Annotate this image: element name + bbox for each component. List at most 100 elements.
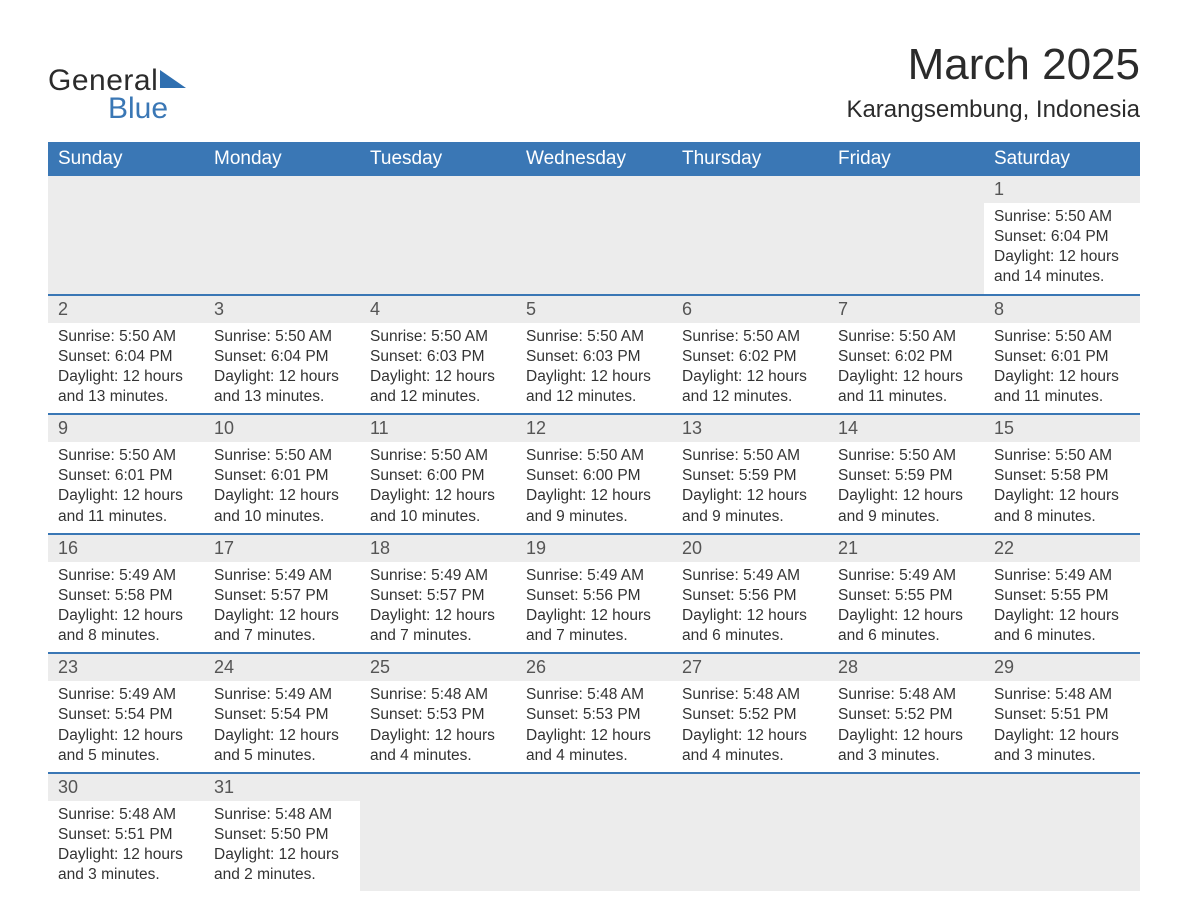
daynum-row: 23242526272829 <box>48 653 1140 681</box>
detail-row: Sunrise: 5:49 AMSunset: 5:58 PMDaylight:… <box>48 562 1140 654</box>
day-number-cell: 14 <box>828 414 984 442</box>
day-number-cell: 17 <box>204 534 360 562</box>
day-number-cell <box>204 176 360 203</box>
calendar-body: 1 Sunrise: 5:50 AMSunset: 6:04 PMDayligh… <box>48 176 1140 891</box>
header-area: General Blue March 2025 Karangsembung, I… <box>48 40 1140 126</box>
day-detail-cell: Sunrise: 5:48 AMSunset: 5:52 PMDaylight:… <box>672 681 828 773</box>
day-number-cell: 15 <box>984 414 1140 442</box>
day-detail-cell: Sunrise: 5:49 AMSunset: 5:55 PMDaylight:… <box>984 562 1140 654</box>
day-detail-cell <box>828 203 984 295</box>
col-saturday: Saturday <box>984 142 1140 176</box>
day-detail-cell: Sunrise: 5:50 AMSunset: 6:03 PMDaylight:… <box>516 323 672 415</box>
day-number-cell <box>48 176 204 203</box>
logo-text-blue: Blue <box>108 92 168 126</box>
location-label: Karangsembung, Indonesia <box>846 96 1140 124</box>
day-number-cell <box>984 773 1140 801</box>
day-number-cell: 1 <box>984 176 1140 203</box>
col-friday: Friday <box>828 142 984 176</box>
day-detail-cell: Sunrise: 5:48 AMSunset: 5:51 PMDaylight:… <box>984 681 1140 773</box>
month-title: March 2025 <box>846 40 1140 90</box>
col-thursday: Thursday <box>672 142 828 176</box>
day-detail-cell: Sunrise: 5:49 AMSunset: 5:55 PMDaylight:… <box>828 562 984 654</box>
daynum-row: 1 <box>48 176 1140 203</box>
day-number-cell: 7 <box>828 295 984 323</box>
day-number-cell <box>672 773 828 801</box>
day-detail-cell <box>48 203 204 295</box>
detail-row: Sunrise: 5:48 AMSunset: 5:51 PMDaylight:… <box>48 801 1140 892</box>
day-number-cell: 21 <box>828 534 984 562</box>
day-detail-cell: Sunrise: 5:50 AMSunset: 5:59 PMDaylight:… <box>672 442 828 534</box>
title-block: March 2025 Karangsembung, Indonesia <box>846 40 1140 124</box>
day-number-cell <box>516 176 672 203</box>
day-detail-cell: Sunrise: 5:50 AMSunset: 6:04 PMDaylight:… <box>48 323 204 415</box>
day-detail-cell: Sunrise: 5:49 AMSunset: 5:56 PMDaylight:… <box>516 562 672 654</box>
day-number-cell: 28 <box>828 653 984 681</box>
day-detail-cell <box>672 203 828 295</box>
day-number-cell: 2 <box>48 295 204 323</box>
day-detail-cell: Sunrise: 5:50 AMSunset: 6:04 PMDaylight:… <box>984 203 1140 295</box>
detail-row: Sunrise: 5:50 AMSunset: 6:04 PMDaylight:… <box>48 323 1140 415</box>
col-sunday: Sunday <box>48 142 204 176</box>
day-number-cell: 16 <box>48 534 204 562</box>
day-number-cell: 30 <box>48 773 204 801</box>
day-detail-cell: Sunrise: 5:49 AMSunset: 5:58 PMDaylight:… <box>48 562 204 654</box>
day-detail-cell: Sunrise: 5:50 AMSunset: 6:03 PMDaylight:… <box>360 323 516 415</box>
day-detail-cell <box>360 801 516 892</box>
day-number-cell: 20 <box>672 534 828 562</box>
day-detail-cell: Sunrise: 5:48 AMSunset: 5:53 PMDaylight:… <box>360 681 516 773</box>
day-number-cell: 9 <box>48 414 204 442</box>
col-tuesday: Tuesday <box>360 142 516 176</box>
day-number-cell <box>828 773 984 801</box>
day-number-cell: 31 <box>204 773 360 801</box>
day-number-cell: 25 <box>360 653 516 681</box>
calendar-header-row: Sunday Monday Tuesday Wednesday Thursday… <box>48 142 1140 176</box>
day-number-cell: 10 <box>204 414 360 442</box>
day-detail-cell: Sunrise: 5:50 AMSunset: 6:00 PMDaylight:… <box>516 442 672 534</box>
day-number-cell: 3 <box>204 295 360 323</box>
day-number-cell: 12 <box>516 414 672 442</box>
day-number-cell: 24 <box>204 653 360 681</box>
day-detail-cell: Sunrise: 5:50 AMSunset: 6:00 PMDaylight:… <box>360 442 516 534</box>
day-detail-cell: Sunrise: 5:49 AMSunset: 5:54 PMDaylight:… <box>48 681 204 773</box>
day-detail-cell: Sunrise: 5:48 AMSunset: 5:53 PMDaylight:… <box>516 681 672 773</box>
day-number-cell: 22 <box>984 534 1140 562</box>
day-detail-cell <box>204 203 360 295</box>
day-detail-cell: Sunrise: 5:50 AMSunset: 5:59 PMDaylight:… <box>828 442 984 534</box>
day-detail-cell: Sunrise: 5:50 AMSunset: 5:58 PMDaylight:… <box>984 442 1140 534</box>
day-detail-cell: Sunrise: 5:48 AMSunset: 5:50 PMDaylight:… <box>204 801 360 892</box>
day-number-cell <box>828 176 984 203</box>
day-number-cell: 8 <box>984 295 1140 323</box>
day-number-cell: 4 <box>360 295 516 323</box>
col-wednesday: Wednesday <box>516 142 672 176</box>
day-number-cell: 29 <box>984 653 1140 681</box>
day-number-cell: 23 <box>48 653 204 681</box>
daynum-row: 2345678 <box>48 295 1140 323</box>
day-number-cell: 6 <box>672 295 828 323</box>
day-detail-cell <box>360 203 516 295</box>
day-detail-cell: Sunrise: 5:50 AMSunset: 6:01 PMDaylight:… <box>984 323 1140 415</box>
day-detail-cell <box>516 203 672 295</box>
day-detail-cell: Sunrise: 5:48 AMSunset: 5:51 PMDaylight:… <box>48 801 204 892</box>
day-number-cell: 27 <box>672 653 828 681</box>
day-detail-cell: Sunrise: 5:50 AMSunset: 6:01 PMDaylight:… <box>204 442 360 534</box>
day-detail-cell: Sunrise: 5:49 AMSunset: 5:56 PMDaylight:… <box>672 562 828 654</box>
daynum-row: 3031 <box>48 773 1140 801</box>
day-detail-cell: Sunrise: 5:50 AMSunset: 6:02 PMDaylight:… <box>672 323 828 415</box>
day-detail-cell <box>672 801 828 892</box>
day-number-cell: 19 <box>516 534 672 562</box>
day-detail-cell: Sunrise: 5:49 AMSunset: 5:57 PMDaylight:… <box>360 562 516 654</box>
day-detail-cell <box>828 801 984 892</box>
detail-row: Sunrise: 5:49 AMSunset: 5:54 PMDaylight:… <box>48 681 1140 773</box>
day-number-cell: 18 <box>360 534 516 562</box>
day-detail-cell: Sunrise: 5:50 AMSunset: 6:02 PMDaylight:… <box>828 323 984 415</box>
day-number-cell <box>516 773 672 801</box>
day-detail-cell: Sunrise: 5:49 AMSunset: 5:57 PMDaylight:… <box>204 562 360 654</box>
day-detail-cell: Sunrise: 5:49 AMSunset: 5:54 PMDaylight:… <box>204 681 360 773</box>
detail-row: Sunrise: 5:50 AMSunset: 6:04 PMDaylight:… <box>48 203 1140 295</box>
day-number-cell <box>360 773 516 801</box>
day-detail-cell: Sunrise: 5:48 AMSunset: 5:52 PMDaylight:… <box>828 681 984 773</box>
day-detail-cell <box>516 801 672 892</box>
day-detail-cell: Sunrise: 5:50 AMSunset: 6:01 PMDaylight:… <box>48 442 204 534</box>
daynum-row: 9101112131415 <box>48 414 1140 442</box>
day-number-cell: 26 <box>516 653 672 681</box>
